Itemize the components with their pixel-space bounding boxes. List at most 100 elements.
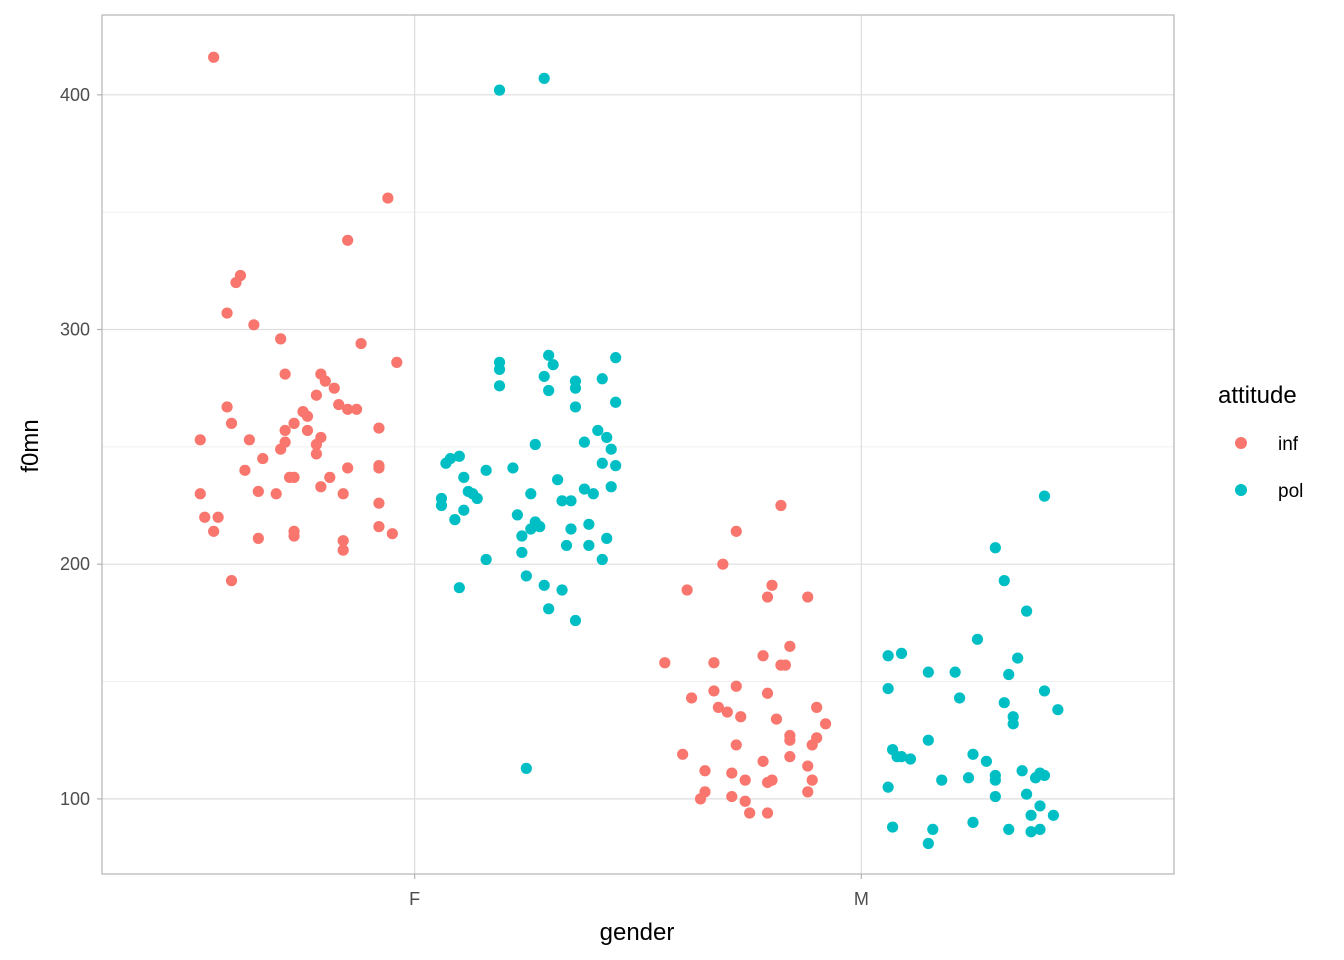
data-point-inf <box>391 356 403 368</box>
data-point-pol <box>516 530 528 542</box>
data-point-pol <box>538 72 550 84</box>
data-point-inf <box>757 650 769 662</box>
data-point-pol <box>922 666 934 678</box>
data-point-pol <box>543 603 555 615</box>
data-point-pol <box>882 781 894 793</box>
data-point-inf <box>708 685 720 697</box>
data-point-inf <box>739 795 751 807</box>
data-point-pol <box>1052 704 1064 716</box>
data-point-inf <box>252 485 264 498</box>
data-point-pol <box>556 584 568 596</box>
data-point-pol <box>583 539 595 552</box>
x-tick-label-F: F <box>409 889 420 909</box>
data-point-pol <box>610 352 622 364</box>
legend-label-inf: inf <box>1278 434 1299 455</box>
data-point-pol <box>989 790 1001 803</box>
data-point-inf <box>337 488 349 500</box>
data-point-pol <box>444 452 456 465</box>
data-point-pol <box>538 370 550 383</box>
data-point-inf <box>761 807 774 819</box>
data-point-inf <box>681 584 693 596</box>
data-point-pol <box>610 396 622 408</box>
data-point-inf <box>337 544 349 556</box>
data-point-inf <box>225 417 238 429</box>
data-point-inf <box>739 774 751 786</box>
data-point-pol <box>578 436 591 448</box>
data-point-pol <box>592 424 604 437</box>
data-point-inf <box>301 410 314 422</box>
data-point-pol <box>453 582 465 594</box>
data-point-inf <box>243 434 255 446</box>
data-point-inf <box>766 774 778 786</box>
data-point-inf <box>382 192 394 204</box>
data-point-inf <box>726 790 738 803</box>
data-point-inf <box>386 528 398 540</box>
data-point-pol <box>578 483 591 495</box>
data-point-pol <box>954 692 966 704</box>
data-point-inf <box>248 319 260 331</box>
data-point-pol <box>605 443 617 455</box>
data-point-pol <box>556 495 568 507</box>
y-tick-label: 200 <box>60 554 90 574</box>
data-point-pol <box>980 755 993 767</box>
data-point-inf <box>779 659 792 671</box>
data-point-pol <box>1012 652 1024 664</box>
data-point-pol <box>882 682 894 695</box>
data-point-inf <box>677 748 689 760</box>
data-point-pol <box>1021 788 1033 800</box>
data-point-inf <box>310 389 322 401</box>
data-point-pol <box>971 633 984 645</box>
data-point-inf <box>699 786 711 798</box>
data-point-inf <box>257 452 269 465</box>
data-point-pol <box>1038 685 1051 697</box>
data-point-inf <box>279 424 291 437</box>
data-point-inf <box>784 640 796 652</box>
data-point-pol <box>516 546 528 559</box>
x-axis-title: gender <box>600 919 675 946</box>
data-point-pol <box>507 462 519 474</box>
data-point-pol <box>525 488 537 500</box>
data-point-pol <box>1038 769 1051 782</box>
data-point-inf <box>373 497 385 509</box>
data-point-inf <box>194 434 206 446</box>
legend-title: attitude <box>1218 382 1297 409</box>
x-tick-label-M: M <box>854 889 869 909</box>
data-point-inf <box>288 417 300 429</box>
data-point-inf <box>757 755 769 767</box>
data-point-pol <box>458 471 470 483</box>
data-point-pol <box>904 753 917 765</box>
data-point-inf <box>288 530 300 542</box>
data-point-inf <box>373 462 385 474</box>
y-tick-label: 100 <box>60 789 90 809</box>
data-point-pol <box>1003 668 1015 681</box>
data-point-pol <box>1007 711 1019 723</box>
data-point-pol <box>480 464 492 476</box>
data-point-inf <box>310 448 322 460</box>
data-point-inf <box>208 525 220 537</box>
data-point-pol <box>534 521 546 533</box>
data-point-pol <box>569 401 582 413</box>
data-point-pol <box>895 647 908 659</box>
data-point-inf <box>699 765 711 777</box>
data-point-inf <box>766 579 778 591</box>
y-tick-label: 300 <box>60 319 90 339</box>
data-point-pol <box>1047 809 1059 821</box>
data-point-pol <box>529 438 541 451</box>
data-point-pol <box>962 772 975 784</box>
data-point-pol <box>895 751 908 763</box>
data-point-inf <box>324 471 336 483</box>
data-point-pol <box>547 359 559 371</box>
data-point-inf <box>279 436 291 448</box>
data-point-pol <box>1025 809 1037 821</box>
data-point-inf <box>735 711 747 723</box>
data-point-inf <box>802 786 814 798</box>
data-point-pol <box>1034 800 1046 812</box>
data-point-pol <box>1003 823 1015 836</box>
data-point-pol <box>520 762 532 774</box>
data-point-inf <box>351 403 363 415</box>
data-point-pol <box>493 380 506 392</box>
data-point-inf <box>208 51 220 63</box>
data-point-pol <box>610 460 622 472</box>
